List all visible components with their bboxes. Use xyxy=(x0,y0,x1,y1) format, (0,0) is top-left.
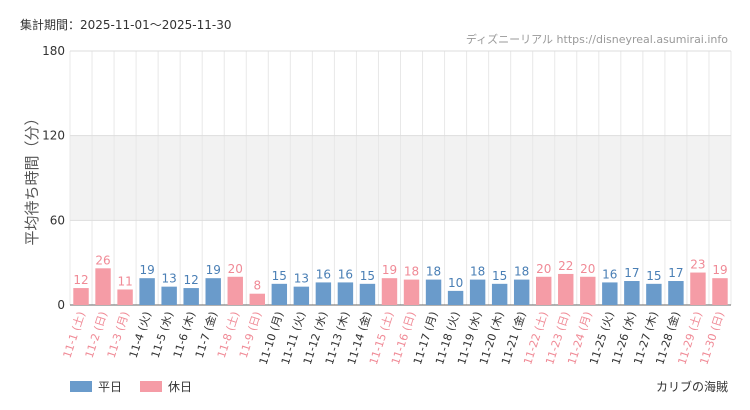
bar xyxy=(293,286,310,305)
bar-value-label: 18 xyxy=(470,265,485,279)
bar xyxy=(447,290,464,305)
bar-value-label: 11 xyxy=(117,274,132,288)
bar-value-label: 19 xyxy=(382,263,397,277)
bar-value-label: 20 xyxy=(580,262,595,276)
bar-value-label: 22 xyxy=(558,259,573,273)
bar xyxy=(117,289,133,305)
y-tick-label: 120 xyxy=(42,129,65,143)
bar-value-label: 18 xyxy=(514,265,529,279)
bar-value-label: 20 xyxy=(228,262,243,276)
y-tick-label: 0 xyxy=(57,298,65,312)
bar xyxy=(227,276,243,305)
bar xyxy=(249,293,265,305)
legend-weekday-label: 平日 xyxy=(98,380,123,394)
bar xyxy=(205,278,221,305)
bar xyxy=(513,279,530,305)
bar-value-label: 18 xyxy=(426,265,441,279)
bar xyxy=(271,283,288,305)
source-credit: ディズニーリアル https://disneyreal.asumirai.inf… xyxy=(465,33,728,46)
bar xyxy=(602,282,618,305)
bar xyxy=(536,276,552,305)
bar xyxy=(183,288,199,305)
bar-value-label: 19 xyxy=(712,263,727,277)
legend-holiday: 休日 xyxy=(140,378,192,395)
attraction-name: カリブの海賊 xyxy=(655,380,728,394)
bar-value-label: 18 xyxy=(404,265,419,279)
bar-value-label: 19 xyxy=(139,263,154,277)
legend-weekday-swatch xyxy=(70,381,92,392)
bar-value-label: 16 xyxy=(602,267,617,281)
bar xyxy=(491,283,508,305)
legend: 平日 休日 xyxy=(70,378,210,395)
bar-value-label: 17 xyxy=(624,266,639,280)
bar-value-label: 12 xyxy=(73,273,88,287)
bar-value-label: 13 xyxy=(294,272,309,286)
bar-value-label: 12 xyxy=(184,273,199,287)
bar-value-label: 26 xyxy=(95,253,110,267)
bar xyxy=(139,278,155,305)
legend-weekday: 平日 xyxy=(70,378,122,395)
bar-value-label: 16 xyxy=(338,267,353,281)
bar-value-label: 10 xyxy=(448,276,463,290)
bar xyxy=(161,286,177,305)
bar-value-label: 17 xyxy=(668,266,683,280)
bar-value-label: 19 xyxy=(206,263,221,277)
bar xyxy=(624,281,640,305)
bar xyxy=(425,279,442,305)
bar xyxy=(403,279,420,305)
bar xyxy=(668,281,684,305)
bar xyxy=(381,278,398,305)
bar xyxy=(359,283,376,305)
bar xyxy=(95,268,111,305)
legend-holiday-swatch xyxy=(140,381,163,392)
bar xyxy=(558,273,574,305)
bar-value-label: 15 xyxy=(360,269,375,283)
bar-value-label: 20 xyxy=(536,262,551,276)
bar-value-label: 15 xyxy=(646,269,661,283)
bar xyxy=(580,276,596,305)
bar-value-label: 8 xyxy=(253,279,261,293)
bar xyxy=(73,288,89,305)
bar-value-label: 16 xyxy=(316,267,331,281)
bar-value-label: 15 xyxy=(492,269,507,283)
bar-value-label: 23 xyxy=(690,258,705,272)
bar-value-label: 15 xyxy=(272,269,287,283)
y-tick-label: 60 xyxy=(50,213,65,227)
y-axis-label: 平均待ち時間（分） xyxy=(23,110,41,245)
bar xyxy=(690,272,706,305)
y-tick-label: 180 xyxy=(42,44,65,58)
bar xyxy=(315,282,332,305)
bar-value-label: 13 xyxy=(162,272,177,286)
bar xyxy=(646,283,662,305)
bar xyxy=(712,278,728,305)
legend-holiday-label: 休日 xyxy=(168,380,193,394)
period-label: 集計期間：2025-11-01〜2025-11-30 xyxy=(20,18,232,32)
bar xyxy=(469,279,486,305)
bar xyxy=(337,282,354,305)
